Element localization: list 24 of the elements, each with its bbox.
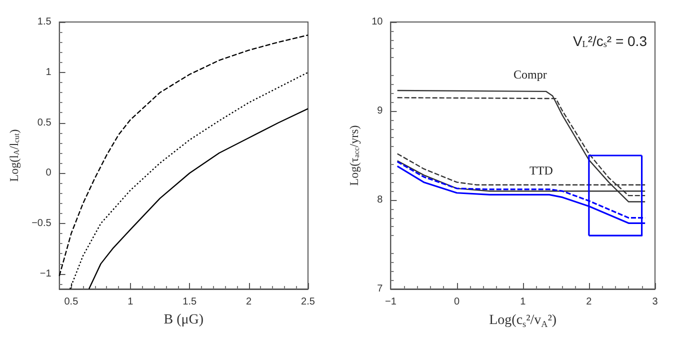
x-tick-label: 2 bbox=[586, 296, 592, 308]
y-tick-label: 7 bbox=[377, 284, 384, 294]
x-tick-label: 0.5 bbox=[64, 296, 79, 308]
x-tick-label: 3 bbox=[652, 296, 658, 308]
y-tick-label: −1 bbox=[40, 268, 52, 280]
annotation: TTD bbox=[530, 164, 554, 178]
y-tick-label: −0.5 bbox=[32, 218, 52, 230]
x-tick-label: 1 bbox=[128, 296, 134, 308]
x-tick-label: −1 bbox=[385, 296, 397, 308]
y-tick-label: 1.5 bbox=[37, 16, 52, 28]
y-tick-label: 0.5 bbox=[37, 117, 52, 128]
annotation: VL²/cs² = 0.3 bbox=[572, 33, 648, 50]
x-tick-label: 2.5 bbox=[301, 296, 316, 308]
y-tick-label: 10 bbox=[372, 16, 384, 28]
y-tick-label: 1 bbox=[46, 66, 52, 78]
x-tick-label: 1 bbox=[520, 296, 526, 308]
x-tick-label: 2 bbox=[246, 296, 252, 308]
y-tick-label: 8 bbox=[377, 194, 384, 206]
x-tick-label: 1.5 bbox=[182, 296, 197, 308]
y-tick-label: 9 bbox=[377, 106, 384, 116]
y-tick-label: 0 bbox=[46, 168, 52, 179]
annotation: Compr bbox=[514, 67, 547, 82]
x-tick-label: 0 bbox=[454, 296, 460, 308]
x-axis-title: B (μG) bbox=[164, 312, 204, 328]
